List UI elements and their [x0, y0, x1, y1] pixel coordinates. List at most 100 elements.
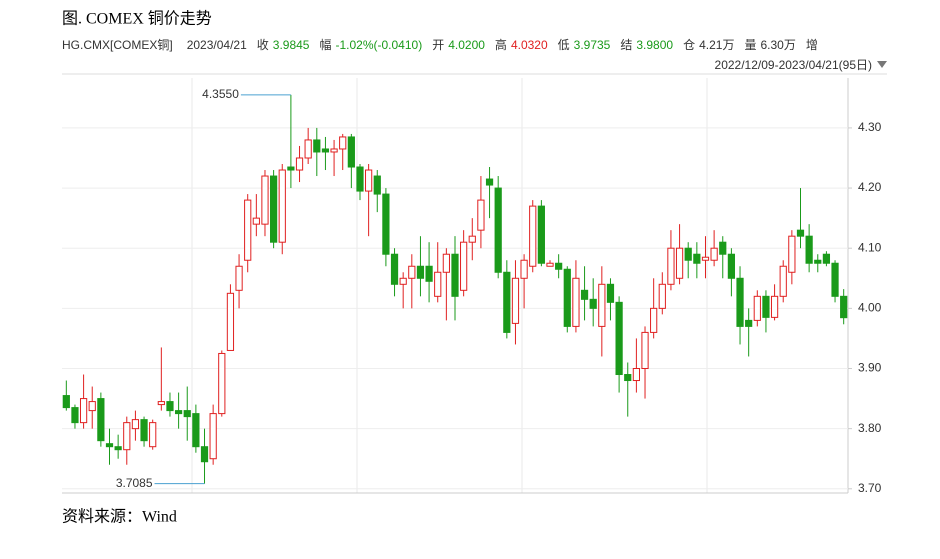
- y-tick-label: 3.70: [858, 481, 882, 495]
- candle-body: [347, 136, 355, 168]
- date: 2023/04/21: [187, 38, 247, 52]
- candle-body: [313, 139, 321, 153]
- info-label: 开: [432, 38, 444, 52]
- candle-body: [650, 307, 658, 333]
- candle-body: [511, 277, 520, 324]
- candle-body: [693, 253, 701, 264]
- info-line: HG.CMX[COMEX铜] 2023/04/21 收 3.9845 幅 -1.02%(-…: [62, 37, 818, 52]
- candle-body: [330, 148, 338, 153]
- info-label: 幅: [319, 37, 331, 52]
- candle-body: [615, 301, 623, 376]
- candle-body: [658, 283, 666, 309]
- candle-body: [727, 253, 736, 279]
- candle-body: [632, 368, 640, 382]
- y-tick-label: 4.20: [858, 180, 882, 194]
- candle-body: [200, 446, 209, 463]
- info-value: 3.9845: [273, 38, 310, 52]
- candle-body: [822, 253, 831, 264]
- candle-body: [468, 235, 476, 243]
- candle-body: [684, 247, 692, 261]
- candle-body: [779, 265, 787, 297]
- candle-body: [321, 148, 330, 153]
- y-tick-label: 4.00: [858, 301, 882, 315]
- candle-body: [261, 175, 269, 225]
- info-value: -1.02%(-0.0410): [335, 38, 422, 52]
- candle-body: [209, 413, 217, 460]
- candle-body: [770, 295, 779, 318]
- candle-body: [278, 169, 286, 243]
- candle-body: [235, 265, 243, 291]
- candle-body: [460, 241, 468, 291]
- candle-body: [641, 331, 649, 370]
- candle-body: [451, 253, 459, 297]
- candle-body: [805, 235, 813, 264]
- candle-body: [270, 175, 278, 243]
- candle-body: [382, 193, 390, 255]
- candle-body: [295, 157, 304, 171]
- candle-body: [520, 259, 528, 279]
- candle-body: [373, 175, 381, 195]
- candle-body: [425, 265, 433, 282]
- info-value: 4.0200: [448, 38, 485, 52]
- date-range: 2022/12/09-2023/04/21(95日): [715, 58, 872, 72]
- candle-body: [97, 398, 105, 442]
- candle-body: [710, 247, 718, 261]
- candle-body: [745, 319, 753, 327]
- candle-body: [416, 265, 425, 279]
- candle-body: [114, 446, 122, 451]
- candle-body: [598, 283, 606, 327]
- candle-body: [814, 259, 822, 264]
- info-label: 增: [806, 38, 818, 52]
- candle-body: [503, 271, 511, 333]
- candle-body: [149, 422, 157, 448]
- candle-body: [494, 187, 502, 273]
- y-tick-label: 3.90: [858, 361, 882, 375]
- candle-body: [123, 422, 131, 451]
- y-tick-label: 4.10: [858, 240, 882, 254]
- y-tick-label: 3.80: [858, 421, 882, 435]
- candle-body: [62, 395, 70, 409]
- info-label: 仓: [683, 38, 695, 52]
- candle-body: [796, 229, 805, 237]
- candle-body: [442, 253, 450, 273]
- source-note: 资料来源：Wind: [62, 508, 177, 526]
- candle-body: [606, 283, 615, 303]
- candle-body: [580, 289, 589, 300]
- candle-body: [408, 265, 416, 279]
- info-label: 低: [558, 38, 570, 52]
- info-value: 6.30万: [760, 38, 795, 52]
- candle-body: [477, 199, 485, 231]
- info-value: 4.0320: [511, 38, 548, 52]
- candle-body: [701, 256, 710, 261]
- candle-body: [753, 295, 761, 321]
- candle-body: [88, 401, 96, 412]
- candle-body: [529, 205, 537, 267]
- candle-body: [675, 247, 684, 279]
- max-annotation: 4.3550: [202, 87, 239, 101]
- candle-body: [555, 262, 563, 270]
- info-value: 4.21万: [699, 38, 734, 52]
- candle-body: [356, 166, 364, 192]
- candle-body: [339, 136, 347, 150]
- candle-body: [719, 241, 727, 255]
- candle-body: [192, 413, 200, 448]
- candle-body: [131, 419, 140, 430]
- candle-body: [788, 235, 796, 273]
- candle-body: [157, 401, 165, 406]
- candle-body: [840, 295, 848, 319]
- candle-body: [624, 374, 632, 382]
- candle-body: [140, 419, 148, 442]
- info-label: 收: [257, 38, 269, 52]
- candle-body: [287, 166, 295, 171]
- candle-body: [390, 253, 399, 285]
- candle-body: [589, 298, 597, 309]
- candle-body: [226, 292, 235, 351]
- candle-body: [485, 178, 494, 186]
- dropdown-icon: [877, 61, 887, 68]
- candle-body: [572, 277, 580, 327]
- chart-title: 图. COMEX 铜价走势: [62, 10, 212, 28]
- candle-body: [218, 352, 226, 415]
- candle-body: [365, 169, 373, 192]
- candle-body: [244, 199, 252, 261]
